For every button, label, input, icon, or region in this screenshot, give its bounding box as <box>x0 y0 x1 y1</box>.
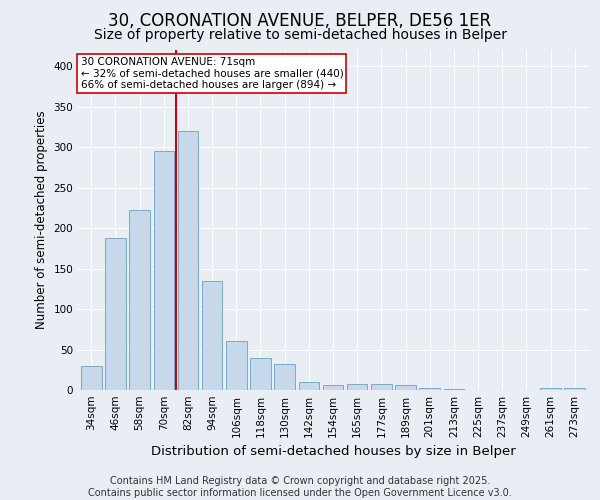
Text: 30, CORONATION AVENUE, BELPER, DE56 1ER: 30, CORONATION AVENUE, BELPER, DE56 1ER <box>109 12 491 30</box>
Bar <box>371 384 392 390</box>
Bar <box>347 384 367 390</box>
Bar <box>154 151 174 390</box>
X-axis label: Distribution of semi-detached houses by size in Belper: Distribution of semi-detached houses by … <box>151 446 515 458</box>
Bar <box>443 389 464 390</box>
Bar <box>299 382 319 390</box>
Bar <box>395 385 416 390</box>
Bar <box>226 342 247 390</box>
Text: Size of property relative to semi-detached houses in Belper: Size of property relative to semi-detach… <box>94 28 506 42</box>
Bar <box>540 388 561 390</box>
Bar <box>81 366 101 390</box>
Bar <box>105 238 126 390</box>
Text: Contains HM Land Registry data © Crown copyright and database right 2025.
Contai: Contains HM Land Registry data © Crown c… <box>88 476 512 498</box>
Bar <box>202 280 223 390</box>
Bar <box>274 364 295 390</box>
Text: 30 CORONATION AVENUE: 71sqm
← 32% of semi-detached houses are smaller (440)
66% : 30 CORONATION AVENUE: 71sqm ← 32% of sem… <box>80 57 343 90</box>
Bar <box>419 388 440 390</box>
Bar <box>323 385 343 390</box>
Bar <box>250 358 271 390</box>
Bar <box>130 210 150 390</box>
Y-axis label: Number of semi-detached properties: Number of semi-detached properties <box>35 110 48 330</box>
Bar <box>565 388 585 390</box>
Bar <box>178 131 198 390</box>
